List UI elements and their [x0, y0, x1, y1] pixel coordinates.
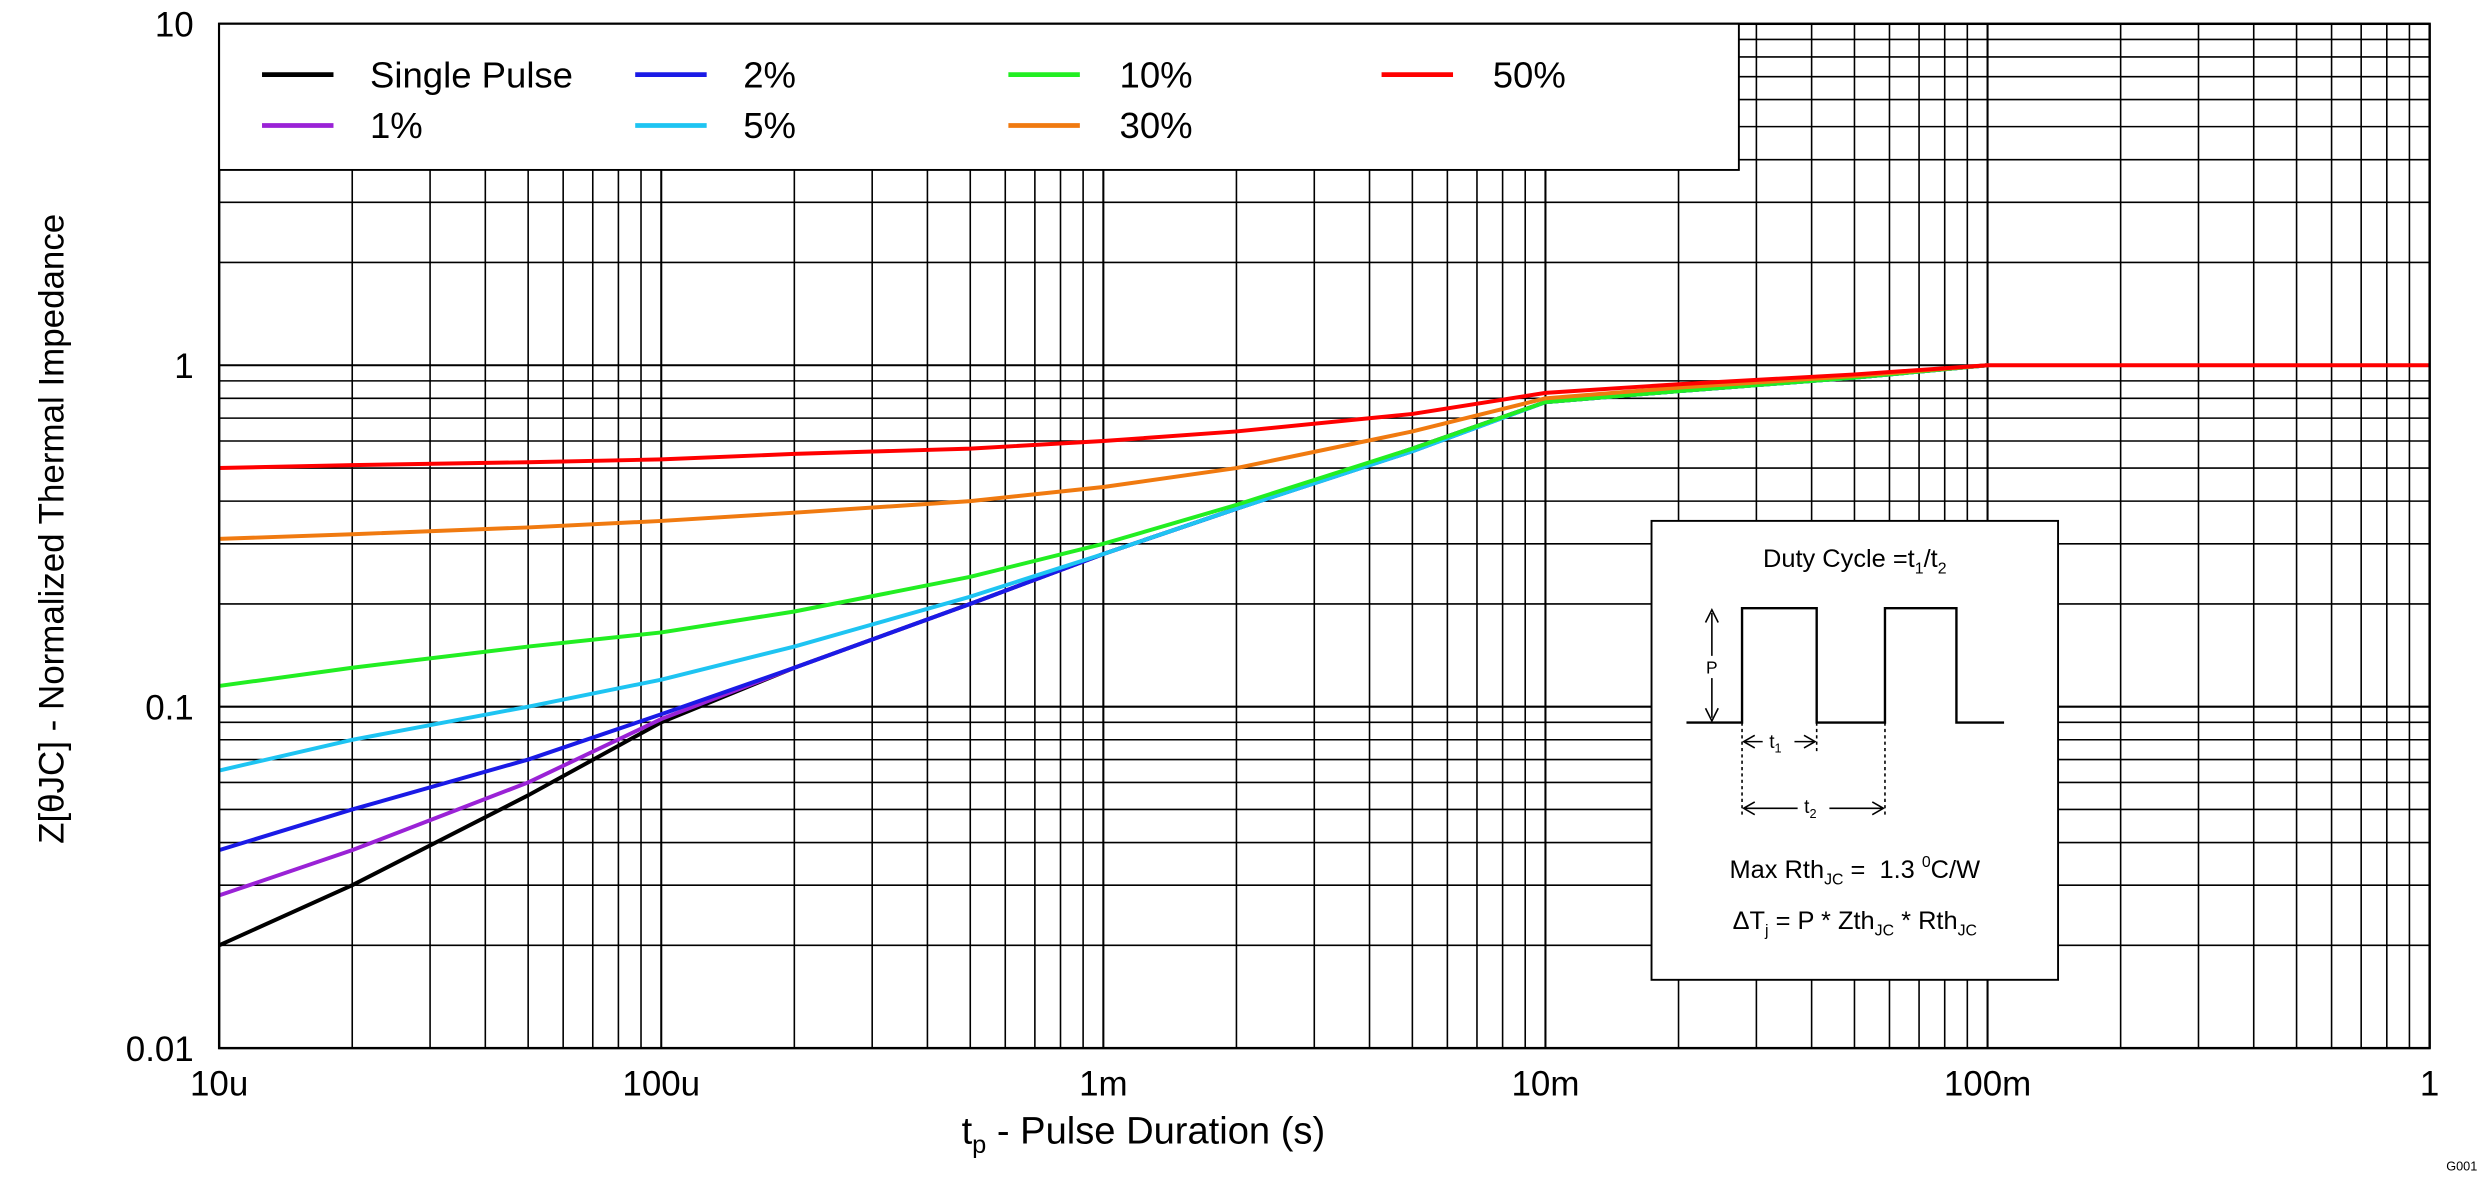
- inset-box: [1650, 519, 2060, 981]
- text-part: Duty Cycle =t: [1763, 545, 1915, 573]
- x-label-part: t: [962, 1110, 973, 1152]
- y-tick-label: 0.01: [126, 1030, 194, 1069]
- text-part: t: [1804, 797, 1810, 818]
- delta-text: ΔTj = P * ZthJC * RthJC: [1733, 907, 1977, 939]
- legend-label: Single Pulse: [370, 54, 573, 95]
- x-tick-label: 100m: [1944, 1065, 2031, 1104]
- figure-id: G001: [2446, 1159, 2477, 1173]
- x-tick-label: 10u: [190, 1065, 248, 1104]
- y-axis-label: Z[θJC] - Normalized Thermal Impedance: [33, 214, 72, 844]
- series-line: [219, 363, 2430, 471]
- legend-label: 1%: [370, 105, 423, 146]
- x-tick-label: 1m: [1079, 1065, 1128, 1104]
- text-sub: 1: [1775, 742, 1782, 756]
- text-part: t: [1769, 732, 1775, 753]
- text-part: = P * Zth: [1769, 907, 1875, 935]
- text-sub: 1: [1915, 560, 1924, 577]
- lines: [218, 363, 2430, 948]
- legend: Single Pulse 1% 2% 5% 10% 30% 50%: [218, 22, 1740, 171]
- legend-box: [218, 22, 1740, 171]
- text-sup: 0: [1922, 854, 1931, 871]
- x-tick-label: 10m: [1511, 1065, 1579, 1104]
- x-tick-label: 1: [2420, 1065, 2439, 1104]
- text-sub: j: [1764, 922, 1769, 939]
- legend-label: 50%: [1493, 54, 1566, 95]
- rth-text: Max RthJC = 1.3 0C/W: [1730, 854, 1981, 888]
- text-sub: 2: [1938, 560, 1947, 577]
- legend-label: 5%: [743, 105, 796, 146]
- text-sub: JC: [1824, 872, 1843, 889]
- legend-label: 30%: [1120, 105, 1193, 146]
- p-label: P: [1706, 657, 1718, 677]
- text-part: = 1.3: [1843, 856, 1921, 884]
- text-part: /t: [1924, 545, 1938, 573]
- legend-label: 10%: [1120, 54, 1193, 95]
- text-part: C/W: [1931, 856, 1980, 884]
- x-axis-label: tp - Pulse Duration (s): [962, 1110, 1326, 1159]
- t2-label: t2: [1804, 797, 1816, 821]
- guide-lines: [1741, 722, 1886, 818]
- inset-title: Duty Cycle =t1/t2: [1763, 545, 1947, 577]
- t1-label: t1: [1769, 732, 1781, 756]
- t2-bg: [1797, 794, 1830, 820]
- x-label-part: - Pulse Duration (s): [986, 1110, 1325, 1152]
- text-sub: JC: [1875, 922, 1894, 939]
- series-line: [219, 363, 1988, 541]
- text-part: ΔT: [1733, 907, 1765, 935]
- t1-bg: [1762, 728, 1795, 755]
- t1-arrowheads: [1742, 734, 1817, 749]
- p-arrowheads: [1704, 608, 1719, 723]
- t2-arrowheads: [1742, 801, 1885, 816]
- inset: Duty Cycle =t1/t2 P t1 t2 Max RthJC = 1.…: [1650, 519, 2060, 981]
- p-label-bg: [1702, 655, 1722, 679]
- series-line: [218, 363, 1988, 688]
- pulse-waveform: [1686, 607, 2005, 724]
- y-tick-label: 0.1: [145, 688, 194, 727]
- x-label-sub: p: [972, 1131, 986, 1159]
- text-sub: 2: [1809, 807, 1816, 821]
- x-tick-label: 100u: [622, 1065, 700, 1104]
- text-part: * Rth: [1894, 907, 1958, 935]
- y-tick-label: 10: [155, 6, 194, 45]
- text-sub: JC: [1958, 922, 1977, 939]
- text-part: Max Rth: [1730, 856, 1825, 884]
- legend-label: 2%: [743, 54, 796, 95]
- y-tick-label: 1: [174, 347, 193, 386]
